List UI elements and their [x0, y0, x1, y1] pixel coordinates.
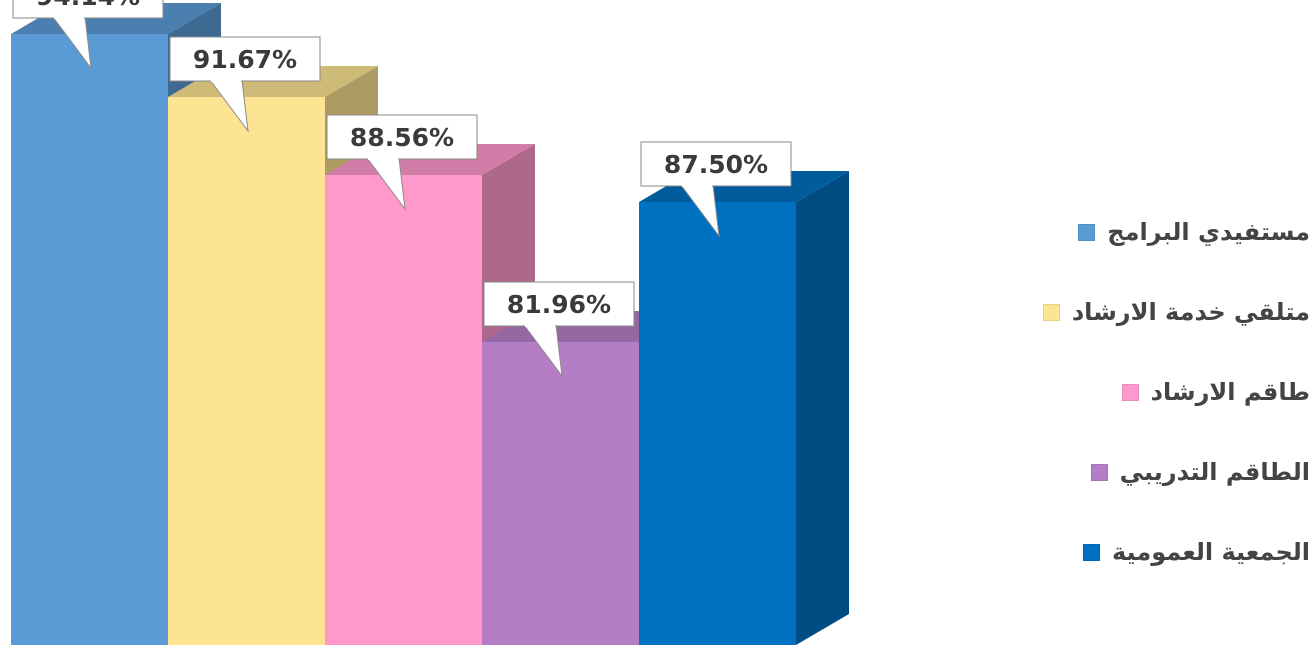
bar-2 — [168, 97, 325, 645]
callout-box — [12, 0, 164, 19]
legend-label: الجمعية العمومية — [1111, 538, 1310, 566]
legend-item: مستفيدي البرامج — [1078, 218, 1310, 246]
data-label-text: 81.96% — [507, 290, 611, 319]
legend-label: متلقي خدمة الارشاد — [1071, 298, 1310, 326]
data-label-2: 91.67% — [169, 36, 321, 133]
legend-swatch — [1078, 223, 1096, 241]
legend-item: الطاقم التدريبي — [1090, 458, 1310, 486]
bar-5 — [639, 202, 796, 645]
legend-item: متلقي خدمة الارشاد — [1042, 298, 1310, 326]
data-label-5: 87.50% — [640, 141, 792, 238]
bar-4 — [482, 342, 639, 645]
legend-swatch — [1042, 303, 1060, 321]
legend-item: طاقم الارشاد — [1121, 378, 1310, 406]
legend-label: الطاقم التدريبي — [1119, 458, 1310, 486]
data-label-text: 94.14% — [36, 0, 140, 11]
data-label-4: 81.96% — [483, 281, 635, 378]
bar-1 — [11, 34, 168, 645]
bar-3 — [325, 175, 482, 645]
legend-swatch — [1082, 543, 1100, 561]
legend-swatch — [1090, 463, 1108, 481]
data-label-text: 87.50% — [664, 150, 768, 179]
legend-label: طاقم الارشاد — [1150, 378, 1310, 406]
legend-swatch — [1121, 383, 1139, 401]
data-label-1: 94.14% — [12, 0, 164, 70]
data-label-3: 88.56% — [326, 114, 478, 211]
legend-item: الجمعية العمومية — [1082, 538, 1310, 566]
callout-box — [169, 36, 321, 82]
callout-box — [640, 141, 792, 187]
callout-box — [483, 281, 635, 327]
data-label-text: 88.56% — [350, 123, 454, 152]
bar-side-5 — [796, 171, 849, 645]
callout-box — [326, 114, 478, 160]
data-label-text: 91.67% — [193, 45, 297, 74]
legend-label: مستفيدي البرامج — [1107, 218, 1310, 246]
